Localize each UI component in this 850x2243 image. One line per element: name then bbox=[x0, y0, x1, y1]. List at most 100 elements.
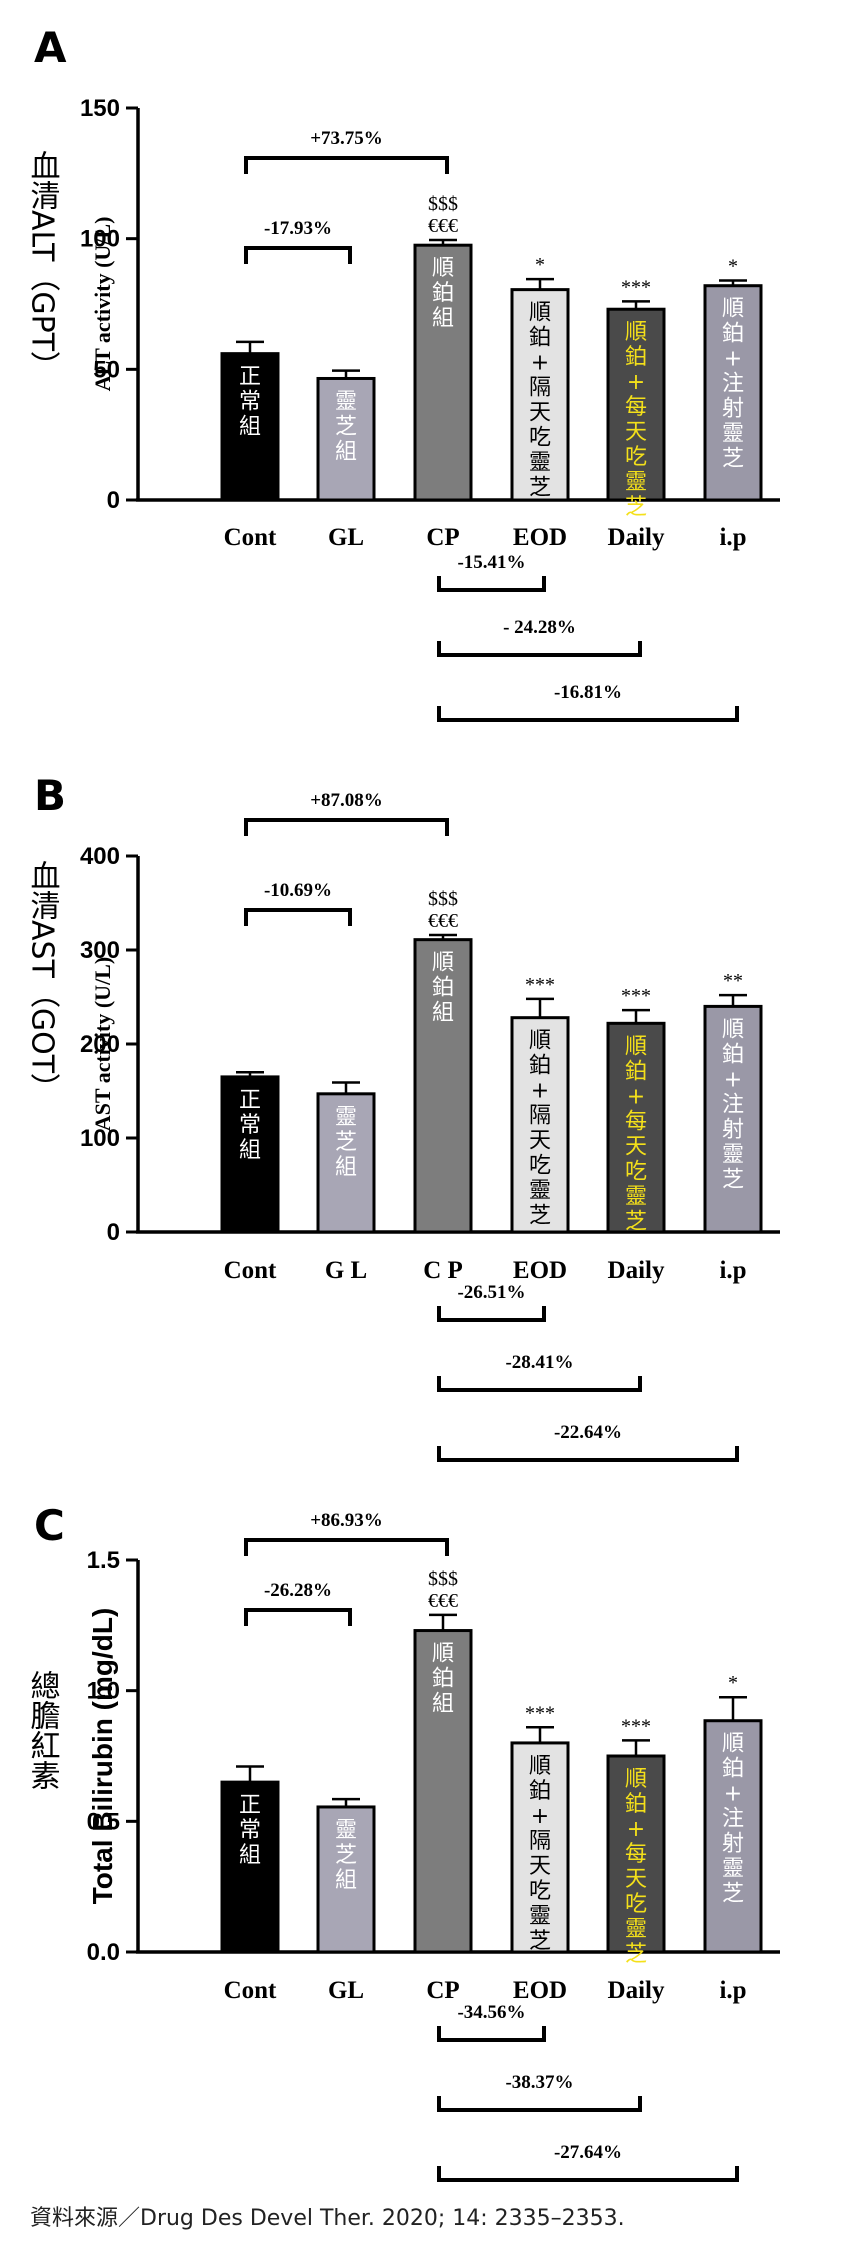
bar-gl bbox=[316, 376, 376, 502]
charts-svg: A 血清ALT（GPT） ALT activity (U/L) 0 50 100 150 正常… bbox=[25, 23, 780, 2182]
side-label: 血清AST（GOT） bbox=[25, 860, 61, 1103]
comparison-label: -27.64% bbox=[554, 2142, 622, 2163]
comparison-bracket bbox=[244, 1608, 352, 1626]
bar-label: 順鉑+每天吃靈芝 bbox=[625, 320, 647, 520]
comparison-label: +73.75% bbox=[310, 128, 383, 149]
bar-label: 正常組 bbox=[239, 365, 261, 440]
significance-marker: *** bbox=[525, 974, 555, 996]
panel-C: C 總膽紅素 Total Bilirubin (mg/dL) 0.0 0.5 1.0 1.5… bbox=[25, 1501, 780, 2182]
y-tick-label: 100 bbox=[80, 226, 120, 253]
y-tick-label: 150 bbox=[80, 95, 120, 122]
x-tick-label: Cont bbox=[224, 524, 277, 551]
bar-gl bbox=[316, 1805, 376, 1954]
x-tick-label: EOD bbox=[513, 524, 567, 551]
comparison-label: -22.64% bbox=[554, 1422, 622, 1443]
source-citation: 資料來源／Drug Des Devel Ther. 2020; 14: 2335… bbox=[30, 2206, 625, 2231]
bar-cont bbox=[220, 1780, 280, 1954]
x-tick-label: GL bbox=[328, 524, 364, 551]
bar-label: 順鉑+隔天吃靈芝 bbox=[529, 1754, 551, 1954]
comparison-label: -16.81% bbox=[554, 682, 622, 703]
bar-label: 順鉑+注射靈芝 bbox=[722, 1732, 744, 1907]
comparison-bracket bbox=[437, 706, 739, 722]
side-label: 總膽紅素 bbox=[25, 1670, 61, 1790]
comparison-bracket bbox=[437, 1376, 642, 1392]
bar-daily bbox=[606, 1754, 666, 1954]
bar-eod bbox=[510, 1016, 570, 1234]
significance-marker: $$$ bbox=[428, 888, 458, 910]
bar-cont bbox=[220, 1075, 280, 1234]
y-axis-label: Total Bilirubin (mg/dL) bbox=[87, 1608, 118, 1905]
x-tick-label: Daily bbox=[608, 524, 665, 551]
bar-label: 靈芝組 bbox=[335, 1105, 357, 1180]
bar-label: 順鉑+隔天吃靈芝 bbox=[529, 301, 551, 501]
x-tick-label: Cont bbox=[224, 1257, 277, 1284]
significance-marker: * bbox=[728, 255, 738, 277]
y-tick-label: 0.0 bbox=[87, 1939, 120, 1966]
bar-label: 正常組 bbox=[239, 1088, 261, 1163]
x-tick-label: i.p bbox=[719, 1977, 746, 2004]
significance-marker: €€€ bbox=[428, 215, 458, 237]
y-tick-label: 0 bbox=[107, 487, 120, 514]
y-tick-label: 0 bbox=[107, 1219, 120, 1246]
comparison-label: - 24.28% bbox=[503, 617, 576, 638]
bar-label: 順鉑組 bbox=[432, 256, 454, 331]
comparison-label: -10.69% bbox=[264, 880, 332, 901]
comparison-label: +87.08% bbox=[310, 790, 383, 811]
bar-label: 順鉑組 bbox=[432, 1642, 454, 1717]
comparison-bracket bbox=[437, 1446, 739, 1462]
comparison-label: -26.51% bbox=[457, 1282, 525, 1303]
comparison-bracket bbox=[244, 818, 449, 836]
comparison-bracket bbox=[244, 908, 352, 926]
x-tick-label: Daily bbox=[608, 1257, 665, 1284]
bar-eod bbox=[510, 288, 570, 502]
significance-marker: * bbox=[728, 1672, 738, 1694]
bar-i.p bbox=[703, 1719, 763, 1954]
significance-marker: *** bbox=[621, 276, 651, 298]
bar-i.p bbox=[703, 1004, 763, 1234]
bar-label: 正常組 bbox=[239, 1793, 261, 1868]
comparison-label: +86.93% bbox=[310, 1510, 383, 1531]
significance-marker: *** bbox=[525, 1702, 555, 1724]
bar-cp bbox=[413, 243, 473, 502]
bar-daily bbox=[606, 307, 666, 502]
x-tick-label: C P bbox=[423, 1257, 463, 1284]
significance-marker: ** bbox=[723, 970, 743, 992]
comparison-bracket bbox=[437, 2096, 642, 2112]
x-tick-label: G L bbox=[325, 1257, 367, 1284]
comparison-bracket bbox=[244, 1538, 449, 1556]
bar-daily bbox=[606, 1021, 666, 1234]
y-axis-label: ALT activity (U/L) bbox=[90, 217, 115, 392]
y-tick-label: 50 bbox=[93, 356, 120, 383]
x-tick-label: i.p bbox=[719, 524, 746, 551]
comparison-label: -15.41% bbox=[457, 552, 525, 573]
comparison-label: -28.41% bbox=[505, 1352, 573, 1373]
comparison-bracket bbox=[244, 156, 449, 174]
bar-cp bbox=[413, 938, 473, 1234]
bar-label: 靈芝組 bbox=[335, 1818, 357, 1893]
comparison-label: -17.93% bbox=[264, 218, 332, 239]
comparison-bracket bbox=[437, 641, 642, 657]
panel-letter: C bbox=[34, 1501, 65, 1550]
comparison-bracket bbox=[437, 576, 546, 592]
significance-marker: $$$ bbox=[428, 193, 458, 215]
x-tick-label: CP bbox=[426, 1977, 459, 2004]
y-tick-label: 0.5 bbox=[87, 1808, 120, 1835]
significance-marker: €€€ bbox=[428, 1590, 458, 1612]
y-tick-label: 1.5 bbox=[87, 1547, 120, 1574]
panel-letter: A bbox=[34, 23, 67, 72]
significance-marker: *** bbox=[621, 1715, 651, 1737]
x-tick-label: i.p bbox=[719, 1257, 746, 1284]
x-tick-label: Daily bbox=[608, 1977, 665, 2004]
bar-label: 順鉑+每天吃靈芝 bbox=[625, 1767, 647, 1967]
bar-cp bbox=[413, 1629, 473, 1954]
bar-label: 靈芝組 bbox=[335, 389, 357, 464]
significance-marker: €€€ bbox=[428, 910, 458, 932]
y-tick-label: 300 bbox=[80, 937, 120, 964]
bar-eod bbox=[510, 1741, 570, 1954]
comparison-bracket bbox=[437, 1306, 546, 1322]
y-tick-label: 200 bbox=[80, 1031, 120, 1058]
y-tick-label: 400 bbox=[80, 843, 120, 870]
comparison-bracket bbox=[437, 2166, 739, 2182]
bar-i.p bbox=[703, 284, 763, 502]
significance-marker: * bbox=[535, 254, 545, 276]
